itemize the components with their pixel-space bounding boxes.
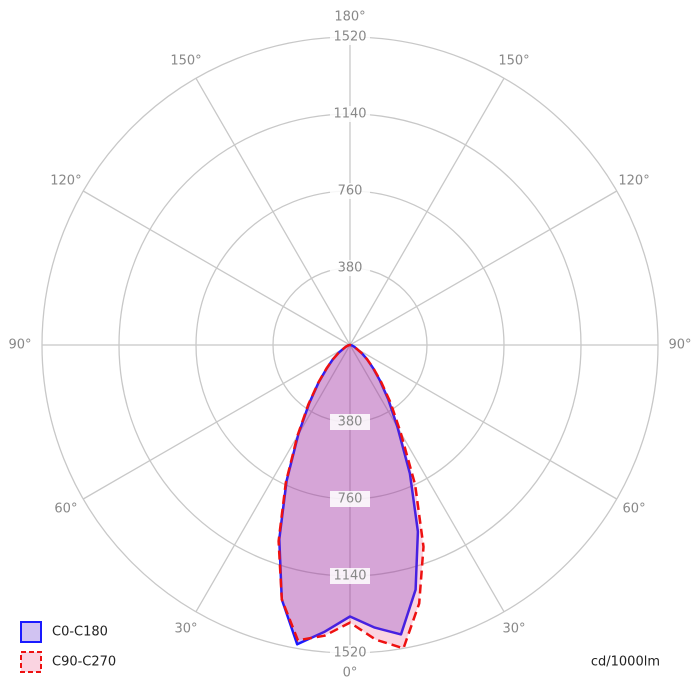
- legend-swatch: [20, 621, 42, 643]
- grid-spoke: [195, 77, 351, 346]
- r-tick-label: 380: [338, 415, 363, 430]
- legend-label: C90-C270: [52, 655, 116, 670]
- angle-label: 90°: [668, 338, 691, 353]
- grid-spoke: [349, 190, 618, 346]
- angle-label: 90°: [8, 338, 31, 353]
- tick-label-bg: [330, 260, 370, 276]
- r-tick-label: 380: [338, 261, 363, 276]
- tick-label-bg: [330, 29, 370, 45]
- angle-label: 180°: [334, 10, 365, 25]
- tick-label-bg: [330, 568, 370, 584]
- angle-label: 30°: [174, 622, 197, 637]
- grid-spoke: [349, 344, 505, 613]
- angle-label: 150°: [170, 53, 201, 68]
- r-tick-label: 1140: [333, 569, 366, 584]
- tick-label-bg: [330, 414, 370, 430]
- angle-label: 120°: [50, 174, 81, 189]
- tick-label-bg: [330, 106, 370, 122]
- angle-label: 150°: [498, 53, 529, 68]
- angle-label: 60°: [54, 502, 77, 517]
- r-tick-label: 1520: [333, 30, 366, 45]
- grid-spoke: [349, 77, 505, 346]
- unit-label: cd/1000lm: [591, 655, 660, 670]
- tick-label-bg: [330, 183, 370, 199]
- grid-spoke: [195, 344, 351, 613]
- grid-spoke: [349, 344, 618, 500]
- angle-label: 0°: [343, 666, 358, 681]
- angle-label: 30°: [502, 622, 525, 637]
- tick-label-bg: [330, 491, 370, 507]
- r-tick-label: 1520: [333, 646, 366, 661]
- angle-label: 120°: [618, 174, 649, 189]
- r-tick-label: 760: [338, 492, 363, 507]
- grid-spoke: [82, 190, 351, 346]
- r-tick-label: 1140: [333, 107, 366, 122]
- legend-swatch: [20, 651, 42, 673]
- tick-label-bg: [330, 645, 370, 661]
- angle-label: 60°: [623, 502, 646, 517]
- r-tick-label: 760: [338, 184, 363, 199]
- legend-label: C0-C180: [52, 625, 108, 640]
- grid-spoke: [82, 344, 351, 500]
